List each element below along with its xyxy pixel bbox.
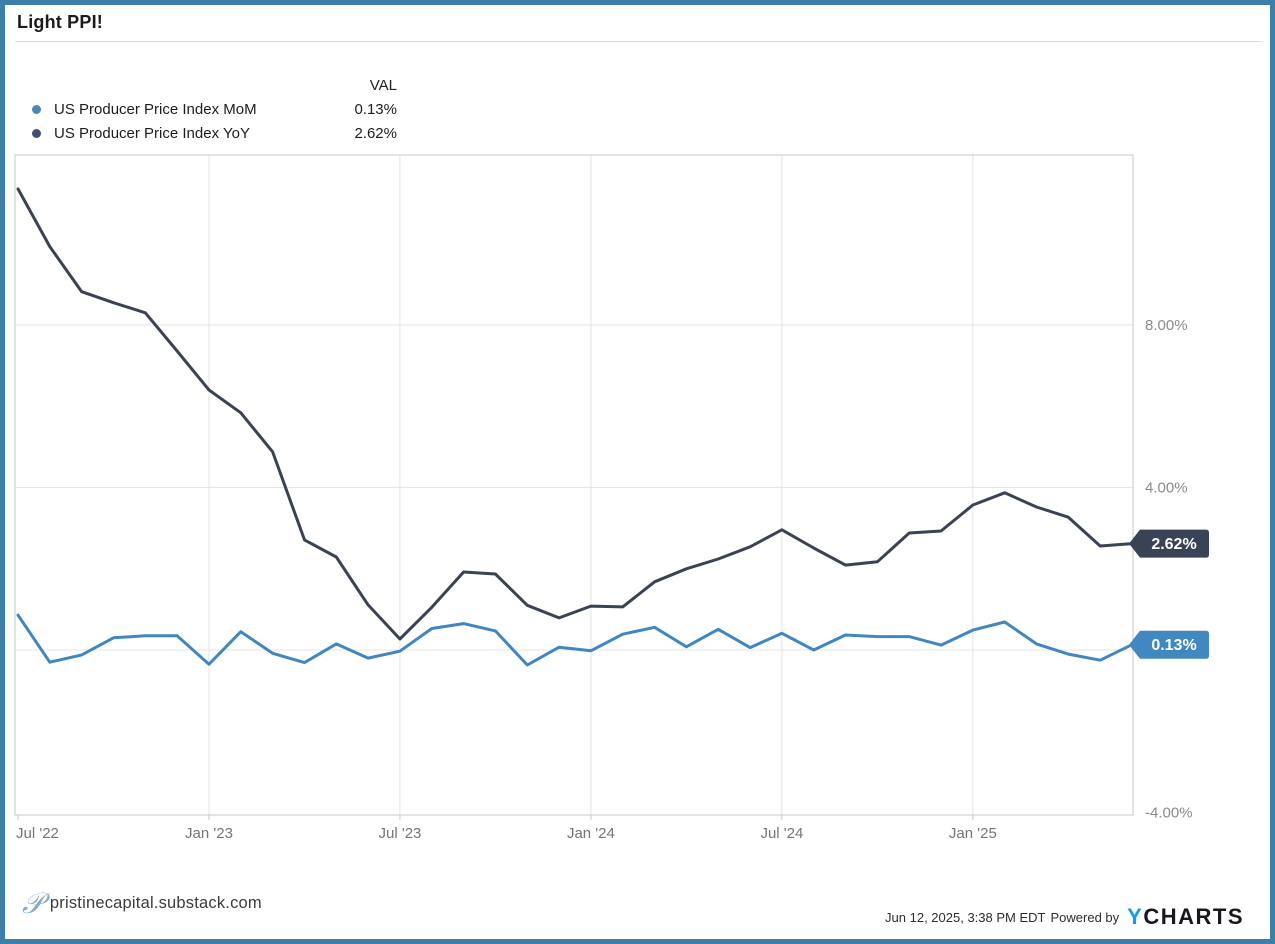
legend-label-mom: US Producer Price Index MoM bbox=[54, 100, 257, 118]
yoy-series-dot-icon bbox=[32, 128, 41, 138]
site-link[interactable]: pristinecapital.substack.com bbox=[49, 893, 262, 912]
ycharts-logo-y: Y bbox=[1127, 904, 1144, 929]
yoy-value-badge[interactable] bbox=[1129, 529, 1209, 558]
yoy-series-line[interactable] bbox=[16, 187, 1134, 641]
legend: VAL US Producer Price Index MoM 0.13% US… bbox=[29, 73, 401, 145]
y-tick-label: 4.00% bbox=[1145, 480, 1188, 497]
title-divider bbox=[15, 41, 1262, 42]
mom-value-badge[interactable] bbox=[1129, 630, 1209, 659]
powered-by-label: Powered by bbox=[1050, 909, 1120, 925]
x-tick-label: Jan '24 bbox=[567, 825, 615, 842]
y-tick-label: -4.00% bbox=[1145, 805, 1193, 822]
x-tick-label: Jul '22 bbox=[16, 825, 59, 842]
pristine-capital-logo-icon: 𝒫 bbox=[22, 885, 43, 920]
badge-value-label: 2.62% bbox=[1151, 536, 1196, 553]
legend-value-yoy: 2.62% bbox=[354, 124, 397, 142]
footer-attribution: 𝒫 pristinecapital.substack.com bbox=[22, 885, 262, 921]
legend-item-yoy[interactable]: US Producer Price Index YoY bbox=[29, 125, 329, 142]
legend-item-mom[interactable]: US Producer Price Index MoM bbox=[29, 101, 329, 118]
ycharts-logo-charts: CHARTS bbox=[1143, 904, 1244, 929]
footer-branding: Jun 12, 2025, 3:38 PM EDT Powered by YCH… bbox=[885, 902, 1244, 932]
x-tick-label: Jan '25 bbox=[949, 825, 997, 842]
plot-border bbox=[14, 154, 1134, 816]
x-tick-label: Jan '23 bbox=[185, 825, 233, 842]
x-tick-label: Jul '23 bbox=[378, 825, 421, 842]
badge-value-label: 0.13% bbox=[1151, 637, 1196, 654]
page-title: Light PPI! bbox=[17, 12, 103, 32]
y-tick-label: 8.00% bbox=[1145, 317, 1188, 334]
chart-timestamp: Jun 12, 2025, 3:38 PM EDT bbox=[885, 909, 1046, 925]
legend-value-mom: 0.13% bbox=[354, 100, 397, 118]
mom-series-dot-icon bbox=[32, 104, 41, 114]
legend-label-yoy: US Producer Price Index YoY bbox=[54, 124, 250, 142]
mom-series-line[interactable] bbox=[16, 613, 1134, 667]
ycharts-logo[interactable]: YCHARTS bbox=[1127, 906, 1244, 928]
ppi-line-chart[interactable]: Jul '22 Jan '23 Jul '23 Jan '24 Jul '24 Jan '… bbox=[5, 5, 1270, 875]
x-tick-label: Jul '24 bbox=[760, 825, 803, 842]
legend-val-header: VAL bbox=[369, 76, 397, 94]
chart-card-inner: Light PPI! VAL US Producer Price Index M… bbox=[5, 5, 1270, 939]
